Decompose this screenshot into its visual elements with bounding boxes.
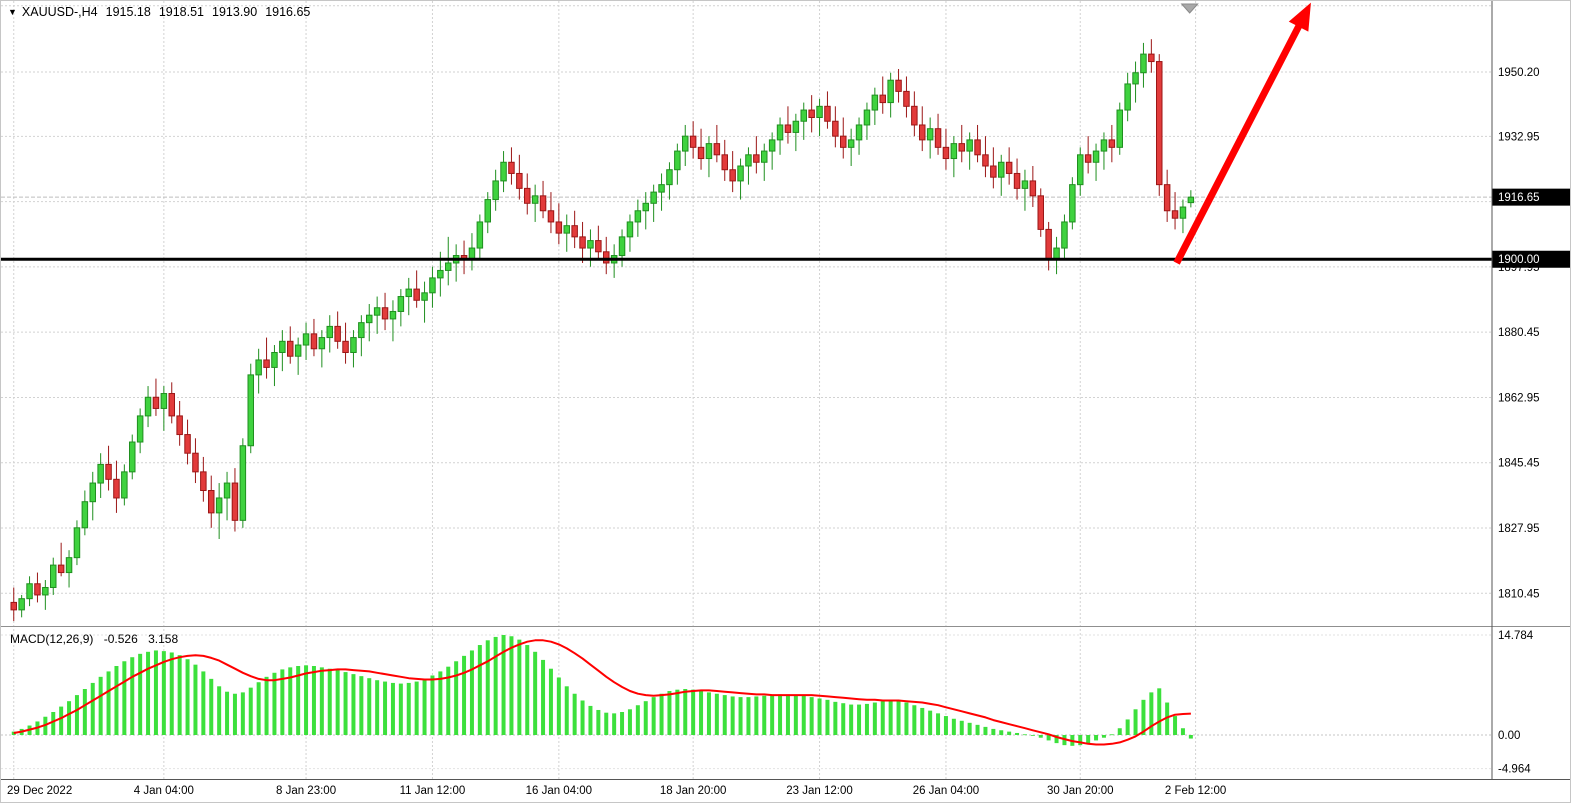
svg-text:23 Jan 12:00: 23 Jan 12:00 bbox=[786, 785, 853, 797]
svg-text:14.784: 14.784 bbox=[1498, 630, 1534, 642]
trend-arrow[interactable] bbox=[1173, 2, 1311, 265]
svg-text:4 Jan 04:00: 4 Jan 04:00 bbox=[134, 785, 194, 797]
svg-text:18 Jan 20:00: 18 Jan 20:00 bbox=[660, 785, 727, 797]
current-price-badge: 1916.65 bbox=[1492, 188, 1570, 206]
svg-text:30 Jan 20:00: 30 Jan 20:00 bbox=[1047, 785, 1114, 797]
hline-price-badge: 1900.00 bbox=[1492, 250, 1570, 268]
macd-layer bbox=[11, 635, 1193, 746]
svg-text:1880.45: 1880.45 bbox=[1498, 327, 1540, 339]
svg-text:1845.45: 1845.45 bbox=[1498, 458, 1540, 470]
svg-text:26 Jan 04:00: 26 Jan 04:00 bbox=[913, 785, 980, 797]
svg-text:8 Jan 23:00: 8 Jan 23:00 bbox=[276, 785, 336, 797]
svg-text:-4.964: -4.964 bbox=[1498, 764, 1531, 776]
svg-text:1900.00: 1900.00 bbox=[1498, 254, 1540, 266]
time-axis[interactable]: 29 Dec 2022 4 Jan 04:00 8 Jan 23:00 11 Jan … bbox=[7, 785, 1226, 797]
svg-text:2 Feb 12:00: 2 Feb 12:00 bbox=[1165, 785, 1226, 797]
svg-text:11 Jan 12:00: 11 Jan 12:00 bbox=[400, 785, 466, 797]
candles-layer bbox=[10, 39, 1195, 622]
svg-text:1950.20: 1950.20 bbox=[1498, 67, 1540, 79]
svg-text:1827.95: 1827.95 bbox=[1498, 523, 1540, 535]
svg-text:1916.65: 1916.65 bbox=[1498, 192, 1540, 204]
svg-text:1862.95: 1862.95 bbox=[1498, 392, 1540, 404]
svg-text:1810.45: 1810.45 bbox=[1498, 588, 1540, 600]
macd-signal-line bbox=[13, 639, 1191, 746]
svg-text:29 Dec 2022: 29 Dec 2022 bbox=[7, 785, 72, 797]
svg-text:1932.95: 1932.95 bbox=[1498, 131, 1540, 143]
svg-text:16 Jan 04:00: 16 Jan 04:00 bbox=[526, 785, 593, 797]
svg-text:0.00: 0.00 bbox=[1498, 730, 1520, 742]
chart-shift-marker-icon bbox=[1180, 3, 1199, 14]
